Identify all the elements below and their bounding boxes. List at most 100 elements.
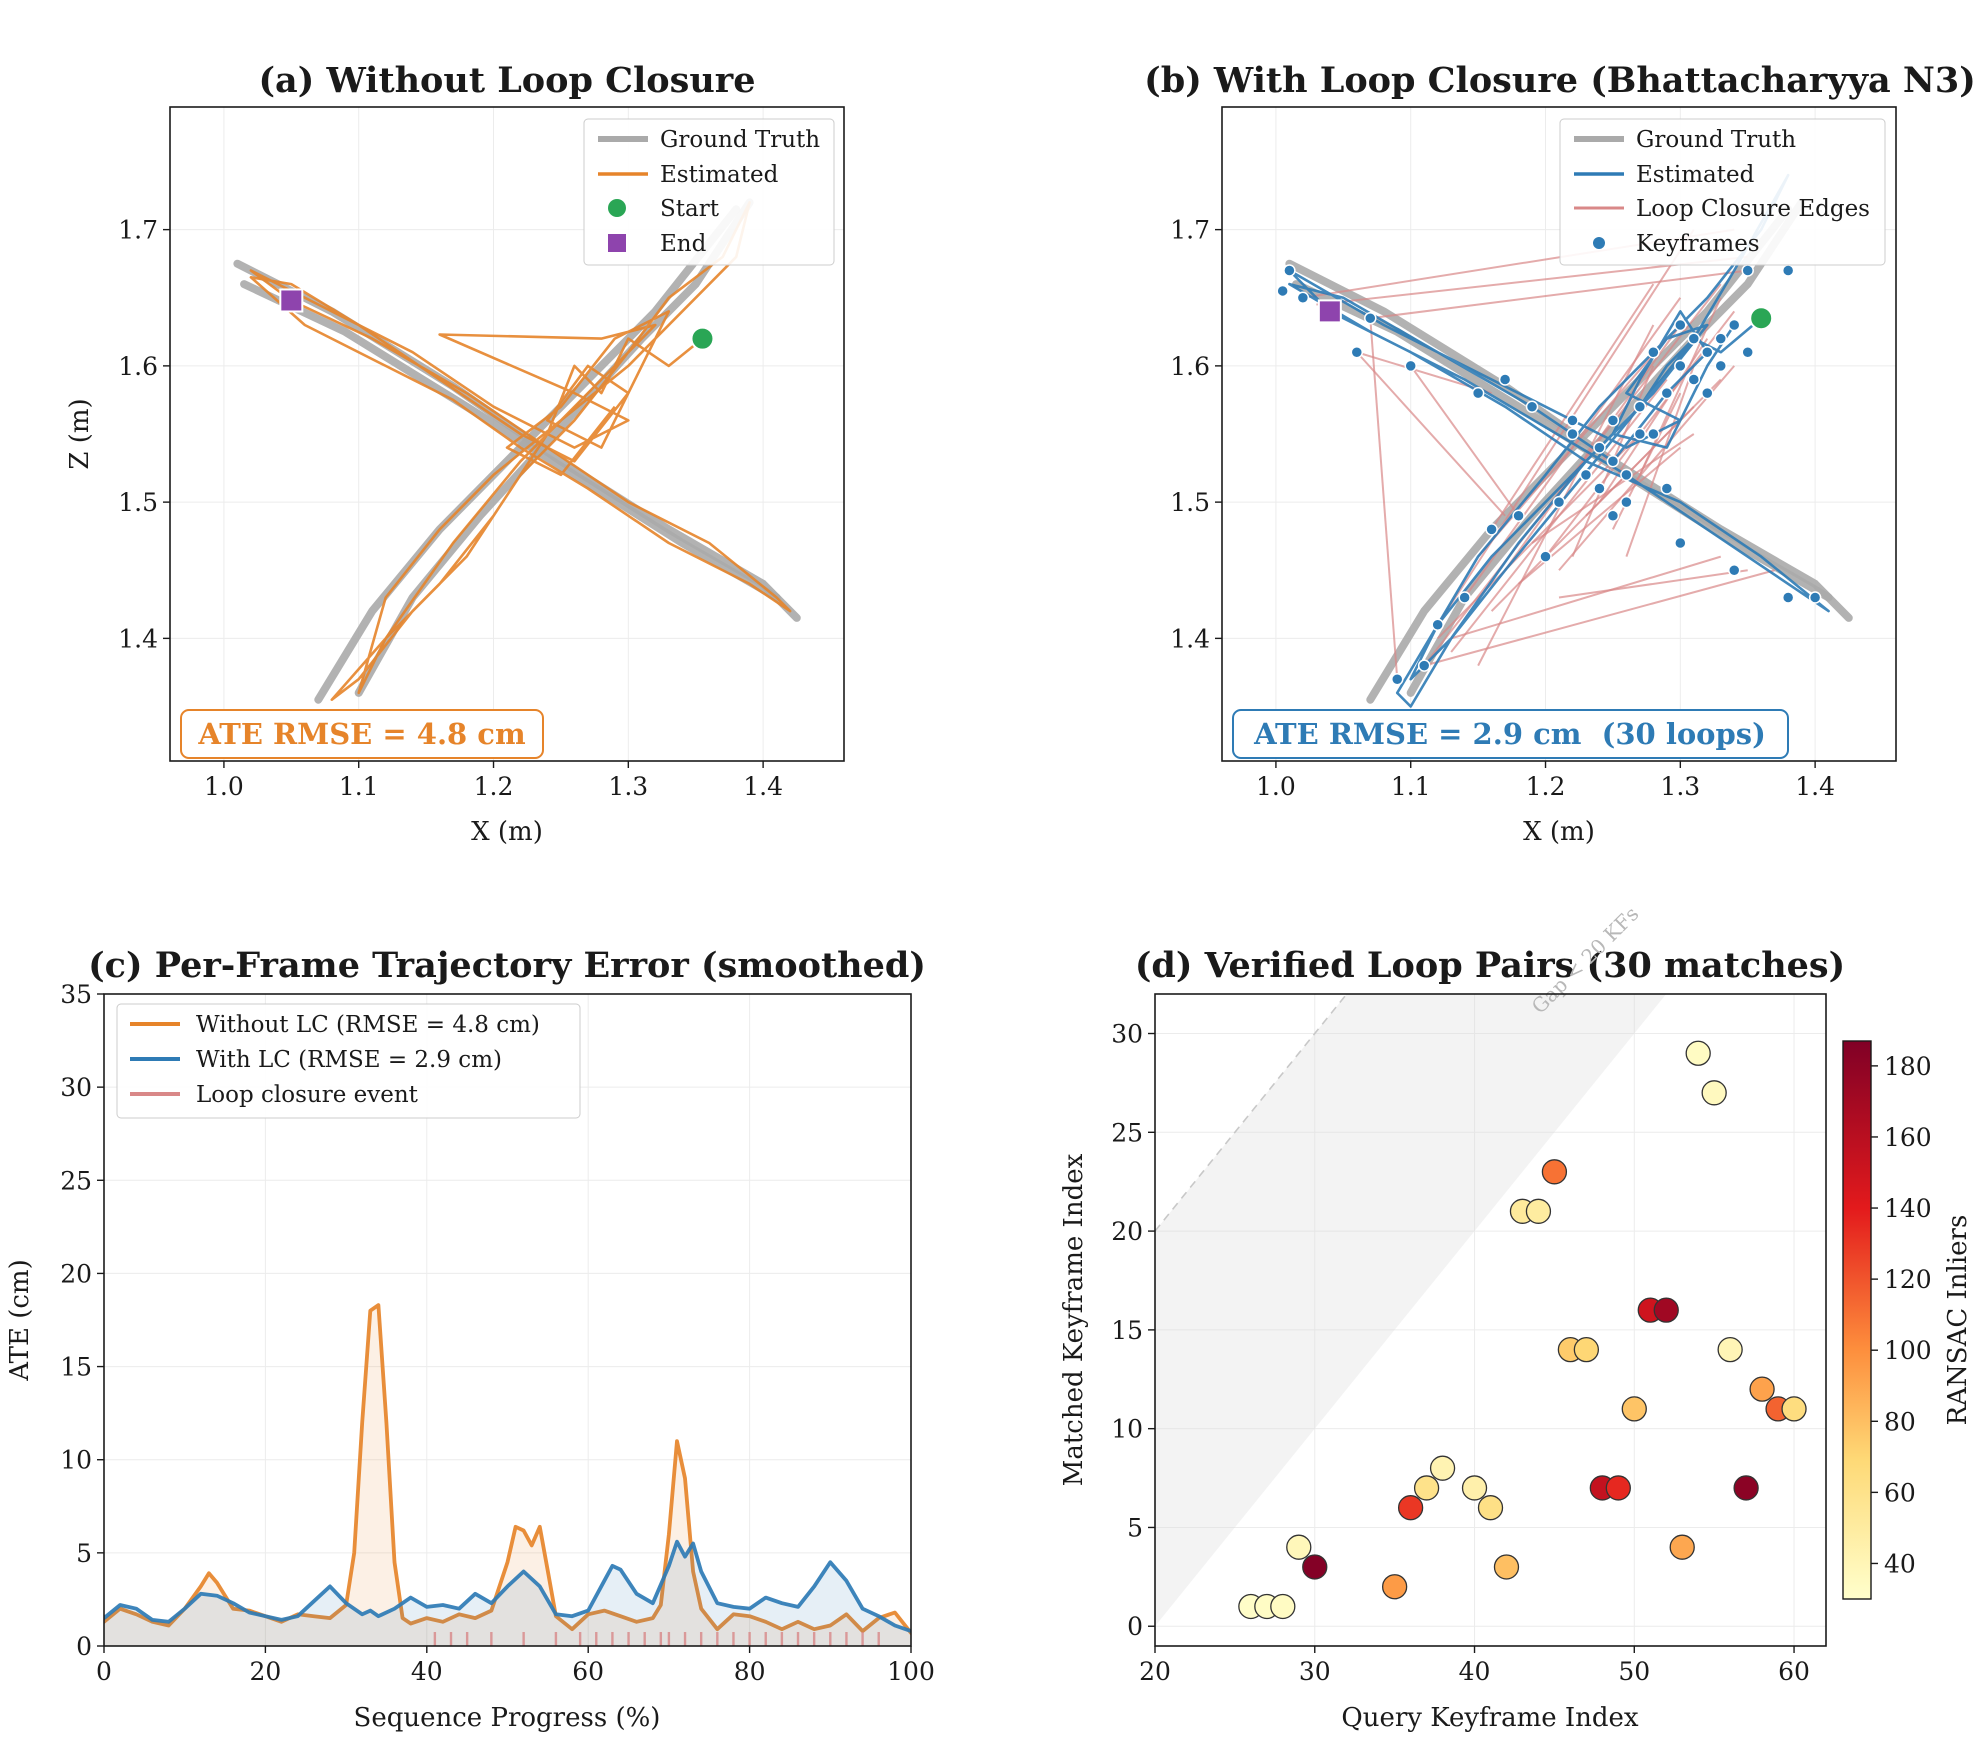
end-marker xyxy=(1317,299,1342,324)
keyframe-marker xyxy=(1485,523,1498,536)
legend-b-estimated: Estimated xyxy=(1636,162,1755,188)
panel-d-plot-area xyxy=(1155,994,1807,1627)
keyframe-marker xyxy=(1674,359,1687,373)
panel-d-title: (d) Verified Loop Pairs (30 matches) xyxy=(1135,945,1845,986)
legend-start: Start xyxy=(660,196,720,222)
y-tick-label: 0 xyxy=(1127,1612,1143,1641)
keyframe-marker xyxy=(1660,482,1674,495)
colorbar-tick-label: 140 xyxy=(1884,1194,1932,1223)
panel-d-ticks: 20 30 40 50 60 0 5 10 15 20 25 30 xyxy=(1111,1020,1810,1686)
loop-pair-point xyxy=(1717,1336,1743,1363)
keyframe-marker xyxy=(1593,441,1606,454)
panel-b-plot-area xyxy=(1276,173,1853,708)
legend-estimated: Estimated xyxy=(660,162,779,188)
loop-pair-point xyxy=(1477,1495,1504,1521)
keyframe-marker xyxy=(1633,427,1647,441)
loop-closure-edge xyxy=(1356,351,1506,517)
loop-closure-edge xyxy=(1490,283,1655,530)
keyframe-marker xyxy=(1552,495,1566,509)
loop-closure-edge xyxy=(1450,378,1668,653)
loop-closure-edge xyxy=(1558,569,1748,599)
x-tick-label: 1.4 xyxy=(743,772,783,801)
loop-pair-point xyxy=(1749,1376,1775,1402)
y-tick-label: 0 xyxy=(76,1632,92,1661)
keyframe-marker xyxy=(1525,400,1539,413)
legend-b-ground-truth: Ground Truth xyxy=(1636,127,1796,153)
x-tick-label: 0 xyxy=(96,1657,112,1686)
loop-closure-edge xyxy=(1369,318,1399,680)
y-tick-label: 1.4 xyxy=(1170,624,1210,653)
loop-pair-point xyxy=(1397,1495,1424,1521)
keyframe-marker xyxy=(1350,346,1364,359)
x-tick-label: 80 xyxy=(734,1657,766,1686)
loop-pair-point xyxy=(1669,1534,1695,1560)
loop-pair-point xyxy=(1605,1475,1631,1501)
loop-closure-edge xyxy=(1558,365,1735,571)
ground-truth-path xyxy=(354,198,754,697)
colorbar-tick-label: 100 xyxy=(1884,1336,1932,1365)
legend-c-without-lc: Without LC (RMSE = 4.8 cm) xyxy=(196,1012,540,1038)
keyframe-marker xyxy=(1276,284,1289,298)
keyframe-marker xyxy=(1458,591,1471,604)
keyframe-marker xyxy=(1781,264,1795,277)
panel-a-legend-box xyxy=(583,118,835,266)
keyframe-marker xyxy=(1808,591,1822,604)
panel-d-ylabel: Matched Keyframe Index xyxy=(1059,1153,1089,1486)
panel-c-legend-box xyxy=(116,1003,581,1119)
keyframe-marker xyxy=(1674,318,1687,332)
legend-b-keyframe-marker xyxy=(1593,237,1605,249)
keyframe-marker xyxy=(1633,400,1647,413)
keyframe-marker xyxy=(1498,373,1512,386)
y-tick-label: 1.7 xyxy=(118,216,158,245)
x-tick-label: 60 xyxy=(1778,1657,1810,1686)
colorbar-tick-label: 60 xyxy=(1884,1478,1916,1507)
colorbar-ticks: 40 60 80 100 120 140 160 180 xyxy=(1871,1052,1932,1578)
y-tick-label: 1.5 xyxy=(118,488,158,517)
y-tick-label: 5 xyxy=(76,1539,92,1568)
x-tick-label: 30 xyxy=(1299,1657,1331,1686)
x-tick-label: 1.0 xyxy=(1256,772,1296,801)
keyframe-marker xyxy=(1364,311,1377,325)
y-tick-label: 1.4 xyxy=(118,624,158,653)
panel-b-legend: Ground Truth Estimated Loop Closure Edge… xyxy=(1559,118,1886,266)
colorbar-tick-label: 180 xyxy=(1884,1052,1932,1081)
keyframe-marker xyxy=(1579,468,1593,482)
y-tick-label: 35 xyxy=(60,980,92,1009)
keyframe-marker xyxy=(1660,386,1674,400)
keyframe-marker xyxy=(1566,427,1579,441)
keyframe-marker xyxy=(1714,332,1728,345)
loop-pair-point xyxy=(1381,1574,1408,1600)
keyframe-marker xyxy=(1606,455,1620,468)
loop-closure-edge xyxy=(1409,365,1520,517)
x-tick-label: 50 xyxy=(1618,1657,1650,1686)
diagonal-line xyxy=(1155,994,1348,1232)
y-tick-label: 15 xyxy=(60,1353,92,1382)
loop-pair-point xyxy=(1493,1554,1520,1580)
panel-b-legend-box xyxy=(1559,118,1886,266)
colorbar-tick-label: 160 xyxy=(1884,1123,1932,1152)
legend-start-marker xyxy=(608,199,626,217)
panel-b-xlabel: X (m) xyxy=(1523,817,1595,847)
loop-pair-point xyxy=(1429,1455,1456,1481)
x-tick-label: 20 xyxy=(1139,1657,1171,1686)
panel-c-frame xyxy=(103,993,912,1647)
legend-b-loop-edges: Loop Closure Edges xyxy=(1636,196,1870,222)
keyframe-marker xyxy=(1714,359,1728,373)
y-tick-label: 25 xyxy=(1111,1118,1143,1147)
series-area xyxy=(104,1305,911,1646)
y-tick-label: 10 xyxy=(1111,1415,1143,1444)
y-tick-label: 1.6 xyxy=(118,352,158,381)
legend-end-marker xyxy=(608,234,626,252)
legend-c-loop-event: Loop closure event xyxy=(196,1082,419,1108)
keyframe-marker xyxy=(1417,659,1431,672)
panel-b-ate-box xyxy=(1232,709,1789,759)
legend-c-with-lc: With LC (RMSE = 2.9 cm) xyxy=(196,1047,502,1073)
panel-a-ticks: 1.0 1.1 1.2 1.3 1.4 1.4 1.5 1.6 1.7 xyxy=(118,216,783,801)
series-area xyxy=(104,1541,911,1646)
panel-c-xlabel: Sequence Progress (%) xyxy=(354,1703,661,1733)
y-tick-label: 15 xyxy=(1111,1316,1143,1345)
panel-b-ticks: 1.0 1.1 1.2 1.3 1.4 1.4 1.5 1.6 1.7 xyxy=(1170,216,1835,801)
y-tick-label: 20 xyxy=(60,1259,92,1288)
keyframe-marker xyxy=(1701,386,1714,400)
